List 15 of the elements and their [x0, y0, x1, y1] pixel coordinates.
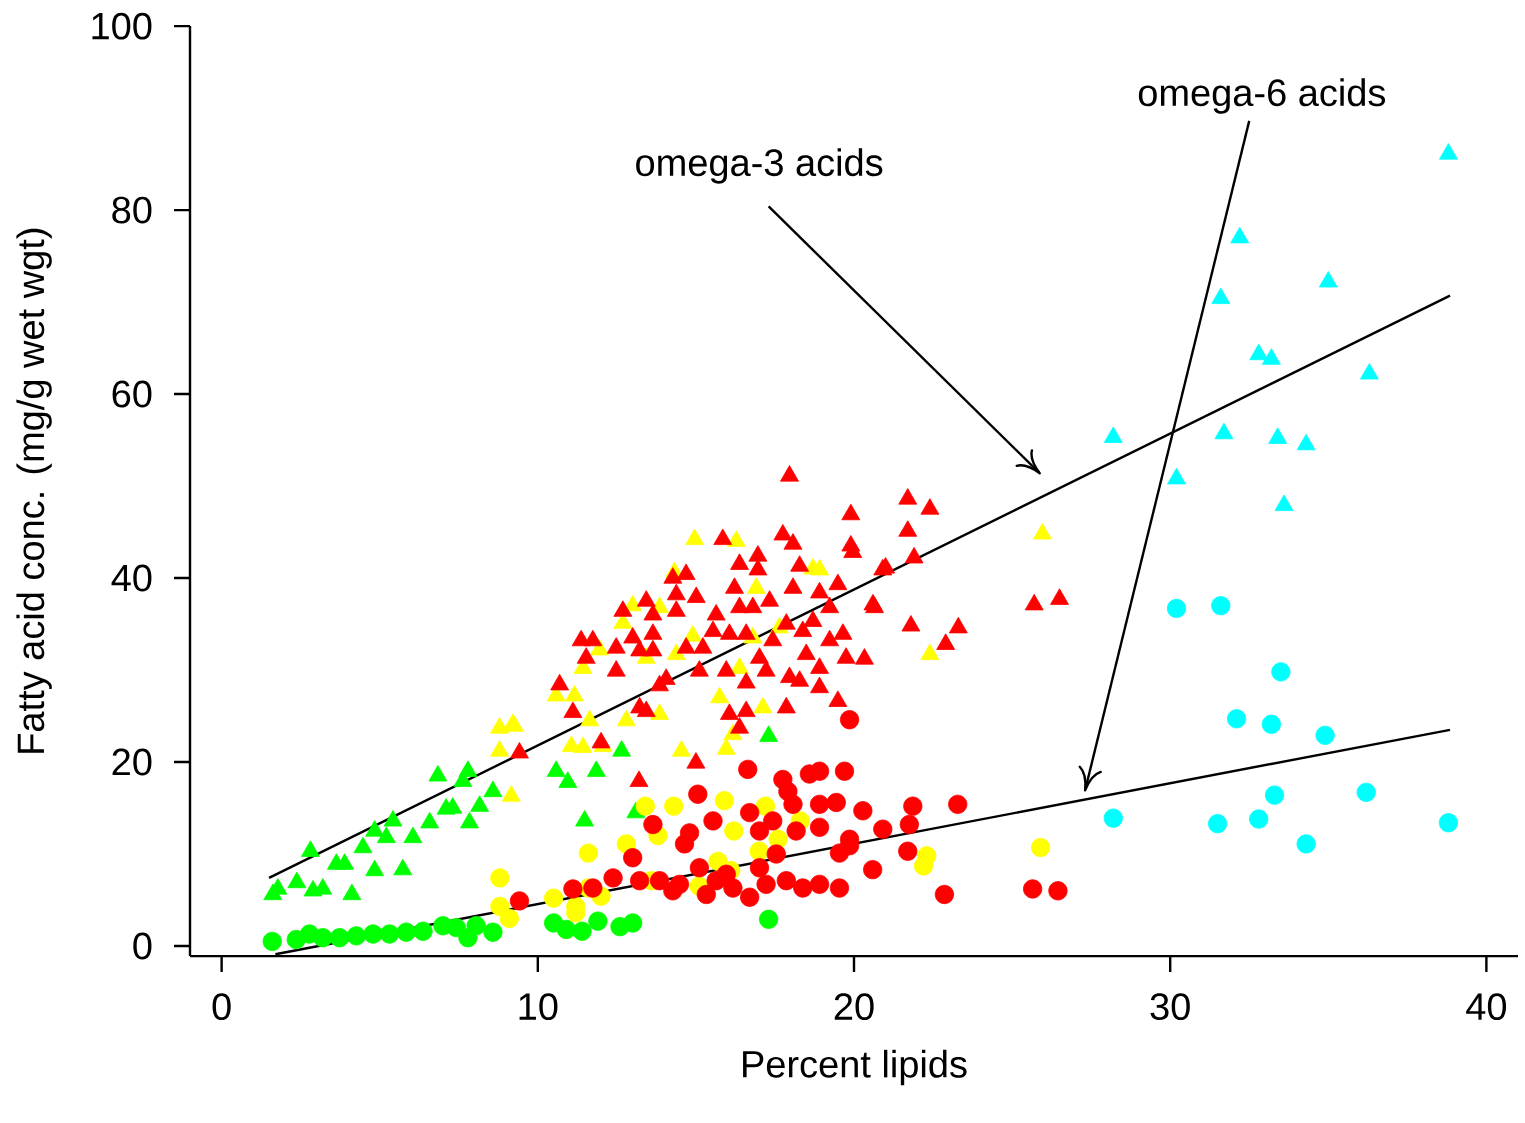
y-tick-label: 100: [92, 12, 152, 40]
x-tick-label: 0: [212, 993, 231, 1021]
x-axis-title: Percent lipids: [743, 1049, 967, 1086]
y-tick-label: 80: [112, 196, 152, 224]
annotation: omega-6 acids: [1138, 78, 1386, 114]
x-tick-label: 10: [519, 993, 558, 1021]
annotation: omega-3 acids: [636, 148, 883, 184]
y-tick-label: 20: [112, 748, 152, 776]
x-tick-label: 20: [834, 993, 874, 1021]
x-tick-label: 30: [1150, 993, 1190, 1021]
y-tick-label: 60: [112, 380, 152, 408]
y-tick-label: 40: [111, 564, 152, 592]
y-tick-label: 0: [133, 932, 152, 960]
y-axis-title: Fatty acid conc. (mg/g wet wgt): [16, 228, 52, 753]
x-tick-label: 40: [1466, 993, 1507, 1021]
